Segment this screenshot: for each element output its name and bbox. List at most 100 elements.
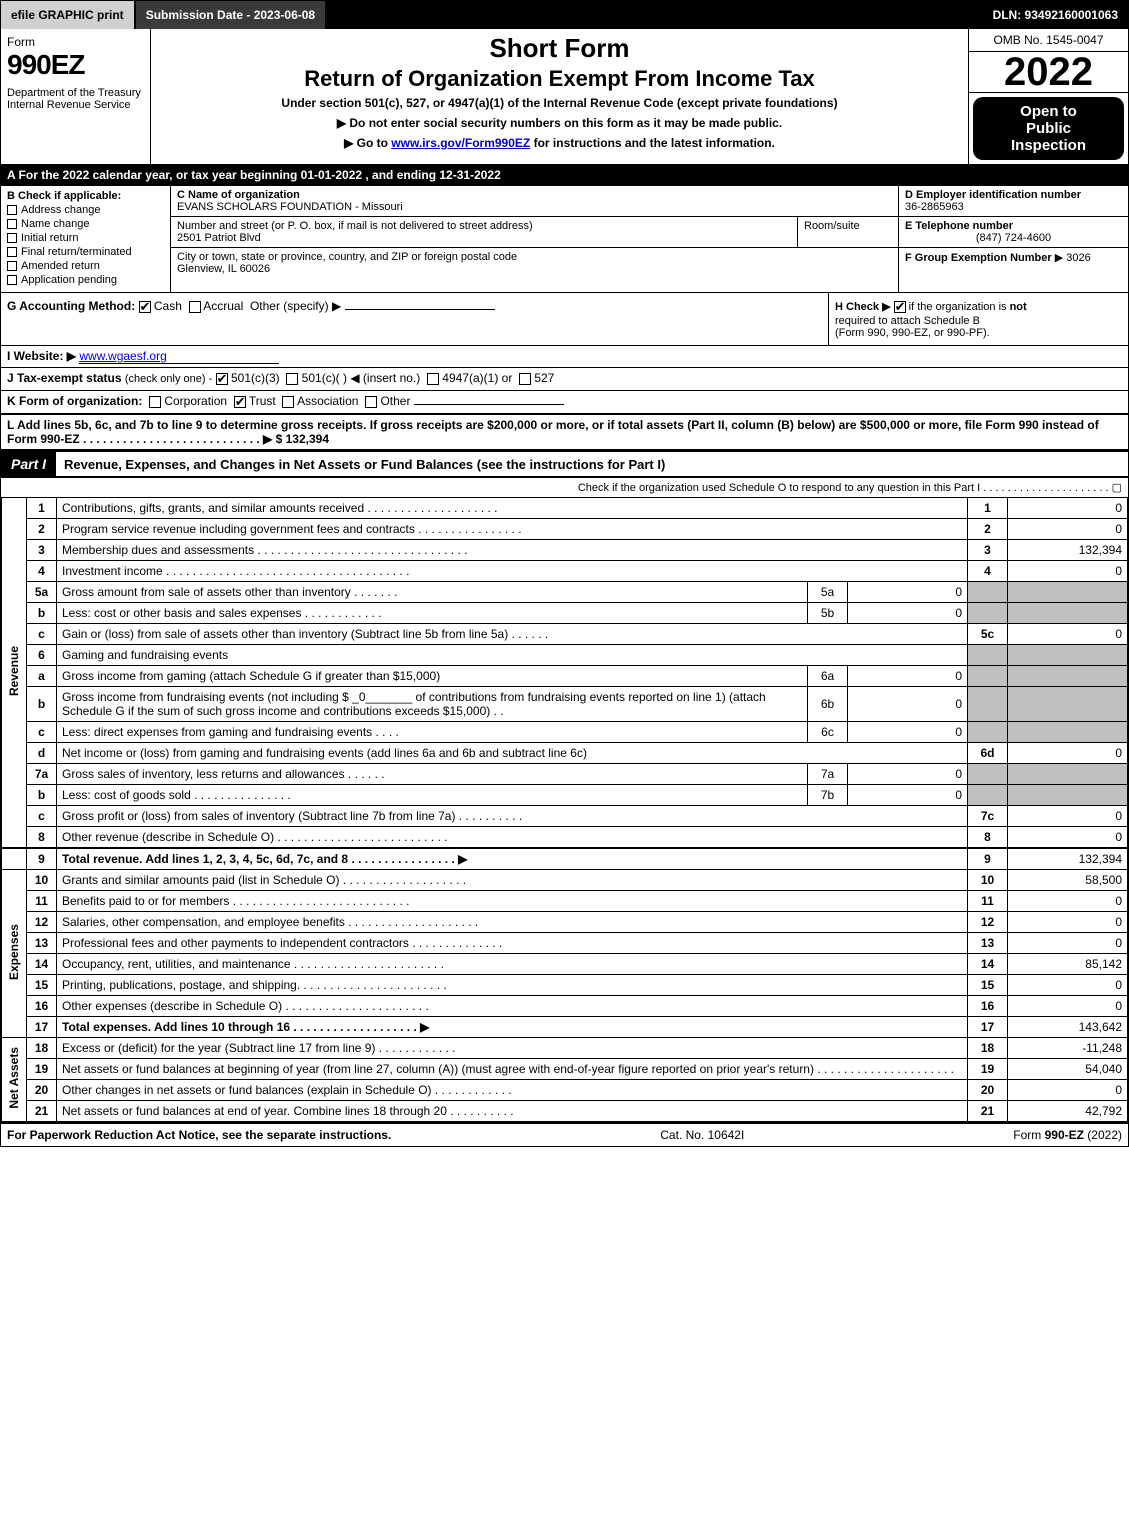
l14-n: 14	[27, 954, 57, 975]
tax-year: 2022	[969, 52, 1128, 93]
chk-application-pending-lbl: Application pending	[21, 274, 117, 286]
chk-amended-return-lbl: Amended return	[21, 260, 100, 272]
form-990ez: efile GRAPHIC print Submission Date - 20…	[0, 0, 1129, 1147]
chk-other-org[interactable]	[365, 396, 377, 408]
l6c-sl: 6c	[808, 722, 848, 743]
l11-d: Benefits paid to or for members . . . . …	[57, 891, 968, 912]
o-other: Other	[380, 394, 410, 408]
l18-d: Excess or (deficit) for the year (Subtra…	[57, 1038, 968, 1059]
other-org-line[interactable]	[414, 404, 564, 405]
secC-city-lbl: City or town, state or province, country…	[177, 251, 892, 263]
section-c: C Name of organization EVANS SCHOLARS FO…	[171, 186, 898, 292]
chk-application-pending[interactable]	[7, 275, 17, 285]
header-mid: Short Form Return of Organization Exempt…	[151, 29, 968, 164]
l14-ln: 14	[968, 954, 1008, 975]
cash-lbl: Cash	[154, 299, 182, 313]
row-gh: G Accounting Method: Cash Accrual Other …	[1, 293, 1128, 346]
secH-text3: (Form 990, 990-EZ, or 990-PF).	[835, 327, 990, 339]
l8-n: 8	[27, 827, 57, 849]
secI-lbl: I Website: ▶	[7, 349, 76, 363]
website-link[interactable]: www.wgaesf.org	[79, 349, 279, 364]
chk-527[interactable]	[519, 373, 531, 385]
l12-n: 12	[27, 912, 57, 933]
secH-lbl: H Check ▶	[835, 301, 891, 313]
other-specify-line[interactable]	[345, 309, 495, 310]
l7a-d: Gross sales of inventory, less returns a…	[57, 764, 808, 785]
section-b: B Check if applicable: Address change Na…	[1, 186, 171, 292]
l20-n: 20	[27, 1080, 57, 1101]
dept-treasury: Department of the Treasury	[7, 87, 144, 99]
header-left: Form 990EZ Department of the Treasury In…	[1, 29, 151, 164]
submission-date-chip: Submission Date - 2023-06-08	[136, 1, 327, 29]
l11-ln: 11	[968, 891, 1008, 912]
o-501c: 501(c)( ) ◀ (insert no.)	[302, 371, 421, 385]
other-lbl: Other (specify) ▶	[250, 299, 341, 313]
goto-pre: ▶ Go to	[344, 136, 391, 150]
l21-d: Net assets or fund balances at end of ye…	[57, 1101, 968, 1122]
chk-corporation[interactable]	[149, 396, 161, 408]
l13-amt: 0	[1008, 933, 1128, 954]
chk-cash[interactable]	[139, 301, 151, 313]
chk-amended-return[interactable]	[7, 261, 17, 271]
chk-501c[interactable]	[286, 373, 298, 385]
l6c-d: Less: direct expenses from gaming and fu…	[57, 722, 808, 743]
chk-trust[interactable]	[234, 396, 246, 408]
l5a-d: Gross amount from sale of assets other t…	[57, 582, 808, 603]
l16-n: 16	[27, 996, 57, 1017]
footer-right-b: 990-EZ	[1045, 1128, 1084, 1142]
l6d-amt: 0	[1008, 743, 1128, 764]
chk-501c3[interactable]	[216, 373, 228, 385]
chk-accrual[interactable]	[189, 301, 201, 313]
l6c-n: c	[27, 722, 57, 743]
section-j: J Tax-exempt status (check only one) - 5…	[1, 368, 1128, 391]
l7c-ln: 7c	[968, 806, 1008, 827]
l10-d: Grants and similar amounts paid (list in…	[57, 870, 968, 891]
ein-value: 36-2865963	[905, 201, 1122, 213]
l1-n: 1	[27, 498, 57, 519]
otp3: Inspection	[977, 137, 1120, 154]
l3-n: 3	[27, 540, 57, 561]
l5b-sl: 5b	[808, 603, 848, 624]
l8-amt: 0	[1008, 827, 1128, 849]
dept-irs: Internal Revenue Service	[7, 99, 144, 111]
l19-d: Net assets or fund balances at beginning…	[57, 1059, 968, 1080]
chk-final-return-lbl: Final return/terminated	[21, 246, 132, 258]
part1-tag: Part I	[1, 452, 56, 476]
l11-amt: 0	[1008, 891, 1128, 912]
l5a-blank	[968, 582, 1008, 603]
secF-grp-lbl: F Group Exemption Number	[905, 252, 1052, 264]
chk-initial-return[interactable]	[7, 233, 17, 243]
l10-amt: 58,500	[1008, 870, 1128, 891]
l7b-n: b	[27, 785, 57, 806]
efile-chip[interactable]: efile GRAPHIC print	[1, 1, 136, 29]
l6a-sl: 6a	[808, 666, 848, 687]
l7c-d: Gross profit or (loss) from sales of inv…	[57, 806, 968, 827]
l1-amt: 0	[1008, 498, 1128, 519]
chk-address-change-lbl: Address change	[21, 204, 101, 216]
org-city: Glenview, IL 60026	[177, 263, 892, 275]
chk-final-return[interactable]	[7, 247, 17, 257]
part1-header: Part I Revenue, Expenses, and Changes in…	[1, 450, 1128, 477]
l6a-samt: 0	[848, 666, 968, 687]
l21-ln: 21	[968, 1101, 1008, 1122]
l17-amt: 143,642	[1008, 1017, 1128, 1038]
chk-schedB-not-required[interactable]	[894, 301, 906, 313]
section-h: H Check ▶ if the organization is not req…	[828, 293, 1128, 345]
secJ-lbl: J Tax-exempt status	[7, 371, 122, 385]
l12-ln: 12	[968, 912, 1008, 933]
chk-name-change[interactable]	[7, 219, 17, 229]
l11-n: 11	[27, 891, 57, 912]
chk-4947[interactable]	[427, 373, 439, 385]
l12-d: Salaries, other compensation, and employ…	[57, 912, 968, 933]
l3-d: Membership dues and assessments . . . . …	[57, 540, 968, 561]
irs-link[interactable]: www.irs.gov/Form990EZ	[391, 136, 530, 150]
l4-amt: 0	[1008, 561, 1128, 582]
l18-n: 18	[27, 1038, 57, 1059]
chk-association[interactable]	[282, 396, 294, 408]
header-right: OMB No. 1545-0047 2022 Open to Public In…	[968, 29, 1128, 164]
l15-n: 15	[27, 975, 57, 996]
l9-d: Total revenue. Add lines 1, 2, 3, 4, 5c,…	[57, 848, 968, 870]
side-expenses: Expenses	[2, 870, 27, 1038]
chk-address-change[interactable]	[7, 205, 17, 215]
l5a-sl: 5a	[808, 582, 848, 603]
